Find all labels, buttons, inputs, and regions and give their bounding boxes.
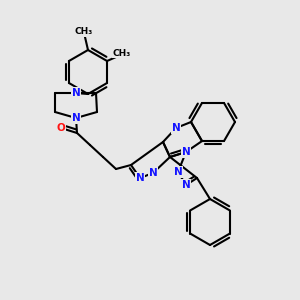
Text: CH₃: CH₃ [75, 28, 93, 37]
Text: N: N [174, 167, 182, 177]
Text: O: O [57, 123, 65, 133]
Text: N: N [72, 113, 80, 123]
Text: N: N [182, 180, 190, 190]
Text: N: N [182, 147, 190, 157]
Text: N: N [136, 173, 144, 183]
Text: N: N [72, 88, 80, 98]
Text: N: N [172, 123, 180, 133]
Text: CH₃: CH₃ [113, 49, 131, 58]
Text: N: N [148, 168, 158, 178]
